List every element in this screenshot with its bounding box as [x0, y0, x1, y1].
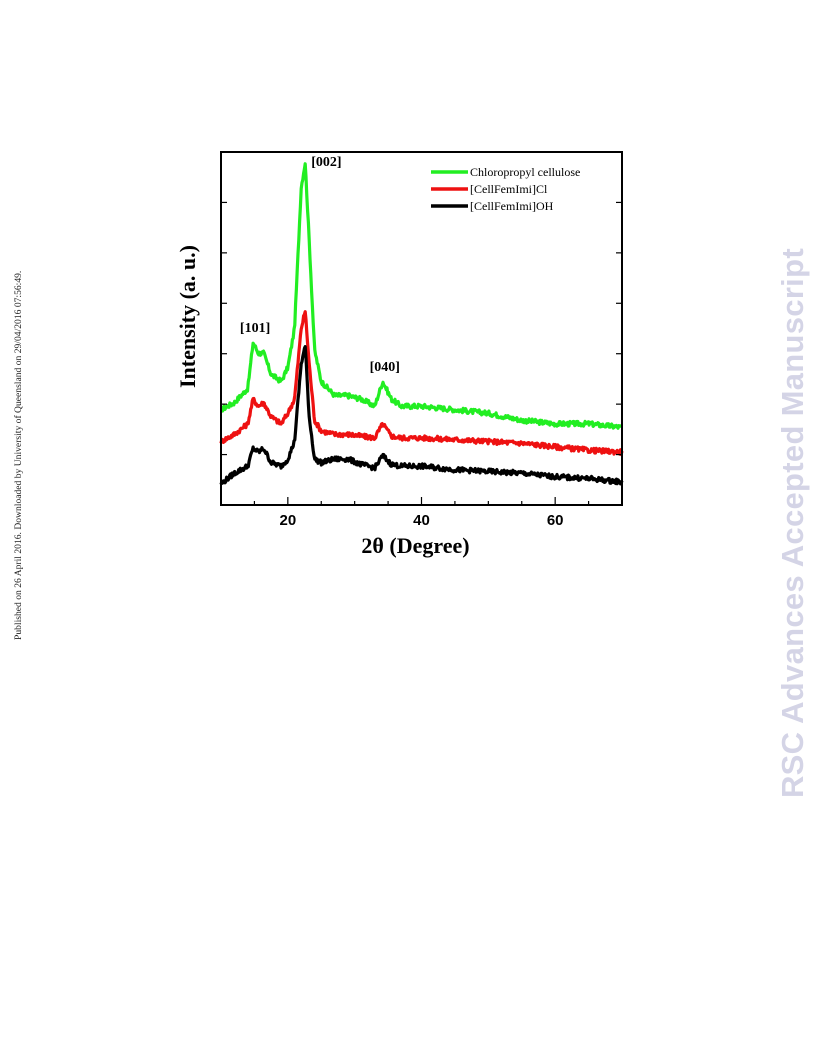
peak-label: [101]: [240, 321, 270, 336]
x-tick-label: 60: [547, 512, 564, 529]
plot-frame: [220, 151, 623, 506]
series-line: [219, 345, 624, 486]
legend: Chloropropyl cellulose [CellFemImi]Cl [Cel…: [431, 165, 580, 213]
x-tick-label: 20: [279, 512, 296, 529]
legend-label: [CellFemImi]OH: [470, 199, 554, 213]
legend-label: [CellFemImi]Cl: [470, 182, 548, 196]
series-line: [220, 162, 623, 430]
x-tick-label: 40: [413, 512, 430, 529]
legend-label: Chloropropyl cellulose: [470, 165, 580, 179]
x-axis-title: 2θ (Degree): [361, 533, 469, 558]
y-axis-title: Intensity (a. u.): [175, 245, 200, 388]
series-layer: [219, 162, 624, 486]
series-line: [219, 310, 624, 457]
peak-label: [040]: [370, 360, 400, 375]
labels-layer: 2θ (Degree) Intensity (a. u.) [101] [002] [0…: [175, 155, 470, 558]
ticks-layer: 20 40 60: [220, 201, 623, 529]
peak-label: [002]: [311, 155, 341, 170]
